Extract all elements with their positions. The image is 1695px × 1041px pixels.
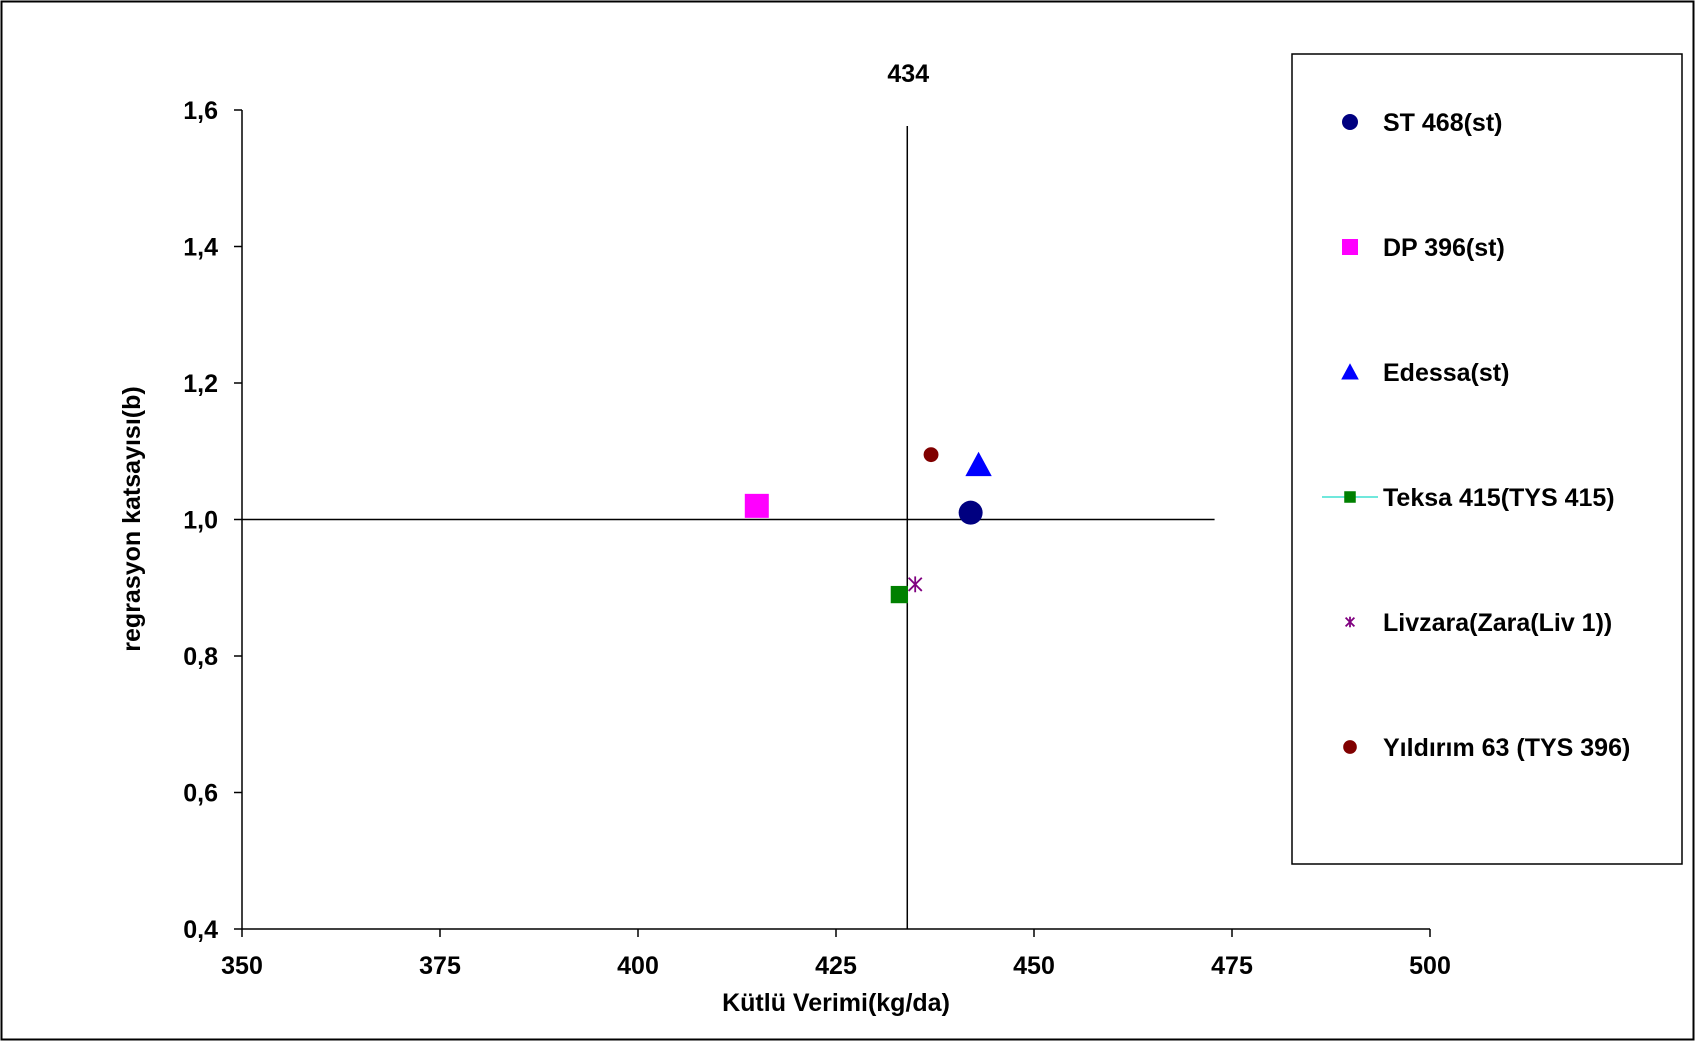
- legend-label: Edessa(st): [1383, 359, 1509, 387]
- y-tick-label: 0,6: [183, 780, 218, 808]
- x-axis-label: Kütlü Verimi(kg/da): [722, 989, 950, 1017]
- legend: ST 468(st) DP 396(st) Edessa(st) Teksa 415(…: [1291, 53, 1683, 865]
- x-tick-label: 425: [815, 952, 857, 980]
- legend-label: Yıldırım 63 (TYS 396): [1383, 734, 1630, 762]
- data-point: [744, 493, 769, 518]
- x-tick-label: 475: [1211, 952, 1253, 980]
- reference-vertical-label: 434: [887, 60, 929, 88]
- y-tick-label: 0,4: [183, 916, 218, 944]
- x-ticks: 350 375 400 425 450 475 500: [221, 929, 1451, 980]
- y-tick-label: 1,4: [183, 234, 218, 262]
- legend-box: [1291, 53, 1683, 865]
- data-point: [958, 500, 983, 525]
- x-tick-label: 450: [1013, 952, 1055, 980]
- y-tick-label: 1,2: [183, 370, 218, 398]
- data-point: [923, 447, 939, 463]
- data-points: [744, 447, 992, 604]
- data-point: [965, 451, 992, 477]
- legend-label: DP 396(st): [1383, 234, 1505, 262]
- x-tick-label: 500: [1409, 952, 1451, 980]
- legend-marker: [1343, 740, 1357, 754]
- legend-label: ST 468(st): [1383, 109, 1502, 137]
- legend-marker: [1342, 114, 1358, 130]
- y-axis-label: regrasyon katsayısı(b): [118, 386, 146, 651]
- data-point: [890, 585, 908, 604]
- y-ticks: 0,4 0,6 0,8 1,0 1,2 1,4 1,6: [183, 97, 242, 944]
- reference-lines: 434: [242, 60, 1215, 929]
- x-tick-label: 375: [419, 952, 461, 980]
- legend-marker: [1344, 491, 1356, 503]
- x-tick-label: 400: [617, 952, 659, 980]
- x-tick-label: 350: [221, 952, 263, 980]
- y-tick-label: 1,6: [183, 97, 218, 125]
- legend-label: Teksa 415(TYS 415): [1383, 484, 1615, 512]
- legend-marker: [1341, 363, 1359, 380]
- data-point: [907, 576, 923, 593]
- legend-marker: [1344, 616, 1356, 628]
- legend-label: Livzara(Zara(Liv 1)): [1383, 609, 1612, 637]
- legend-marker: [1342, 239, 1358, 255]
- y-tick-label: 0,8: [183, 643, 218, 671]
- y-tick-label: 1,0: [183, 507, 218, 535]
- legend-items: ST 468(st) DP 396(st) Edessa(st) Teksa 415(…: [1322, 109, 1630, 762]
